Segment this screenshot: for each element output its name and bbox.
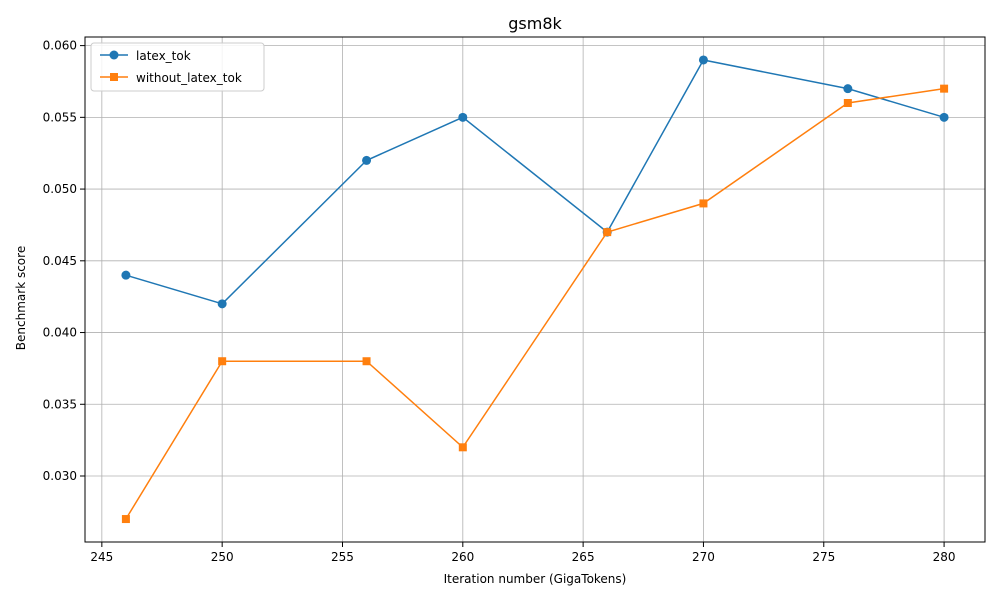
x-tick-label: 275 bbox=[812, 550, 835, 564]
y-tick-label: 0.045 bbox=[43, 254, 77, 268]
legend-entry-without-latex-tok: without_latex_tok bbox=[100, 71, 242, 85]
legend-label-latex-tok: latex_tok bbox=[136, 49, 191, 63]
data-point-without-latex-tok bbox=[458, 443, 467, 452]
data-point-without-latex-tok bbox=[218, 357, 227, 366]
data-point-without-latex-tok bbox=[940, 84, 949, 93]
series-layer bbox=[121, 55, 949, 524]
data-point-without-latex-tok bbox=[843, 98, 852, 107]
data-point-without-latex-tok bbox=[603, 228, 612, 237]
x-tick-label: 270 bbox=[692, 550, 715, 564]
y-tick-label: 0.050 bbox=[43, 182, 77, 196]
x-tick-label: 250 bbox=[211, 550, 234, 564]
axes: 245 250 255 260 265 270 275 280 0.030 0.035 0.040 0… bbox=[43, 36, 986, 564]
y-tick-label: 0.035 bbox=[43, 397, 77, 411]
x-tick-label: 255 bbox=[331, 550, 354, 564]
y-tick-label: 0.030 bbox=[43, 469, 77, 483]
data-point-latex-tok bbox=[458, 112, 468, 122]
data-point-without-latex-tok bbox=[121, 515, 130, 524]
data-point-without-latex-tok bbox=[362, 357, 371, 366]
legend-marker-latex-tok bbox=[109, 50, 119, 60]
y-tick-label: 0.055 bbox=[43, 110, 77, 124]
x-axis-label: Iteration number (GigaTokens) bbox=[444, 572, 627, 586]
legend-frame bbox=[90, 42, 265, 92]
data-point-latex-tok bbox=[698, 55, 708, 65]
data-point-without-latex-tok bbox=[699, 199, 708, 208]
series-line-latex-tok bbox=[125, 59, 945, 305]
plot-frame bbox=[84, 36, 986, 543]
data-point-latex-tok bbox=[121, 270, 131, 280]
data-point-latex-tok bbox=[362, 155, 372, 165]
chart-title: gsm8k bbox=[508, 14, 562, 33]
legend-label-without-latex-tok: without_latex_tok bbox=[136, 71, 242, 85]
series-line-without-latex-tok bbox=[125, 87, 945, 520]
legend-marker-without-latex-tok bbox=[110, 73, 118, 81]
data-point-latex-tok bbox=[843, 84, 853, 94]
data-point-latex-tok bbox=[939, 112, 949, 122]
y-axis-label: Benchmark score bbox=[14, 246, 28, 350]
y-tick-label: 0.060 bbox=[43, 39, 77, 53]
x-tick-label: 265 bbox=[572, 550, 595, 564]
x-tick-label: 260 bbox=[451, 550, 474, 564]
legend-entry-latex-tok: latex_tok bbox=[100, 49, 191, 63]
y-tick-label: 0.040 bbox=[43, 326, 77, 340]
data-point-latex-tok bbox=[217, 299, 227, 309]
legend: latex_tok without_latex_tok bbox=[90, 42, 265, 92]
x-tick-label: 245 bbox=[90, 550, 113, 564]
x-tick-label: 280 bbox=[933, 550, 956, 564]
